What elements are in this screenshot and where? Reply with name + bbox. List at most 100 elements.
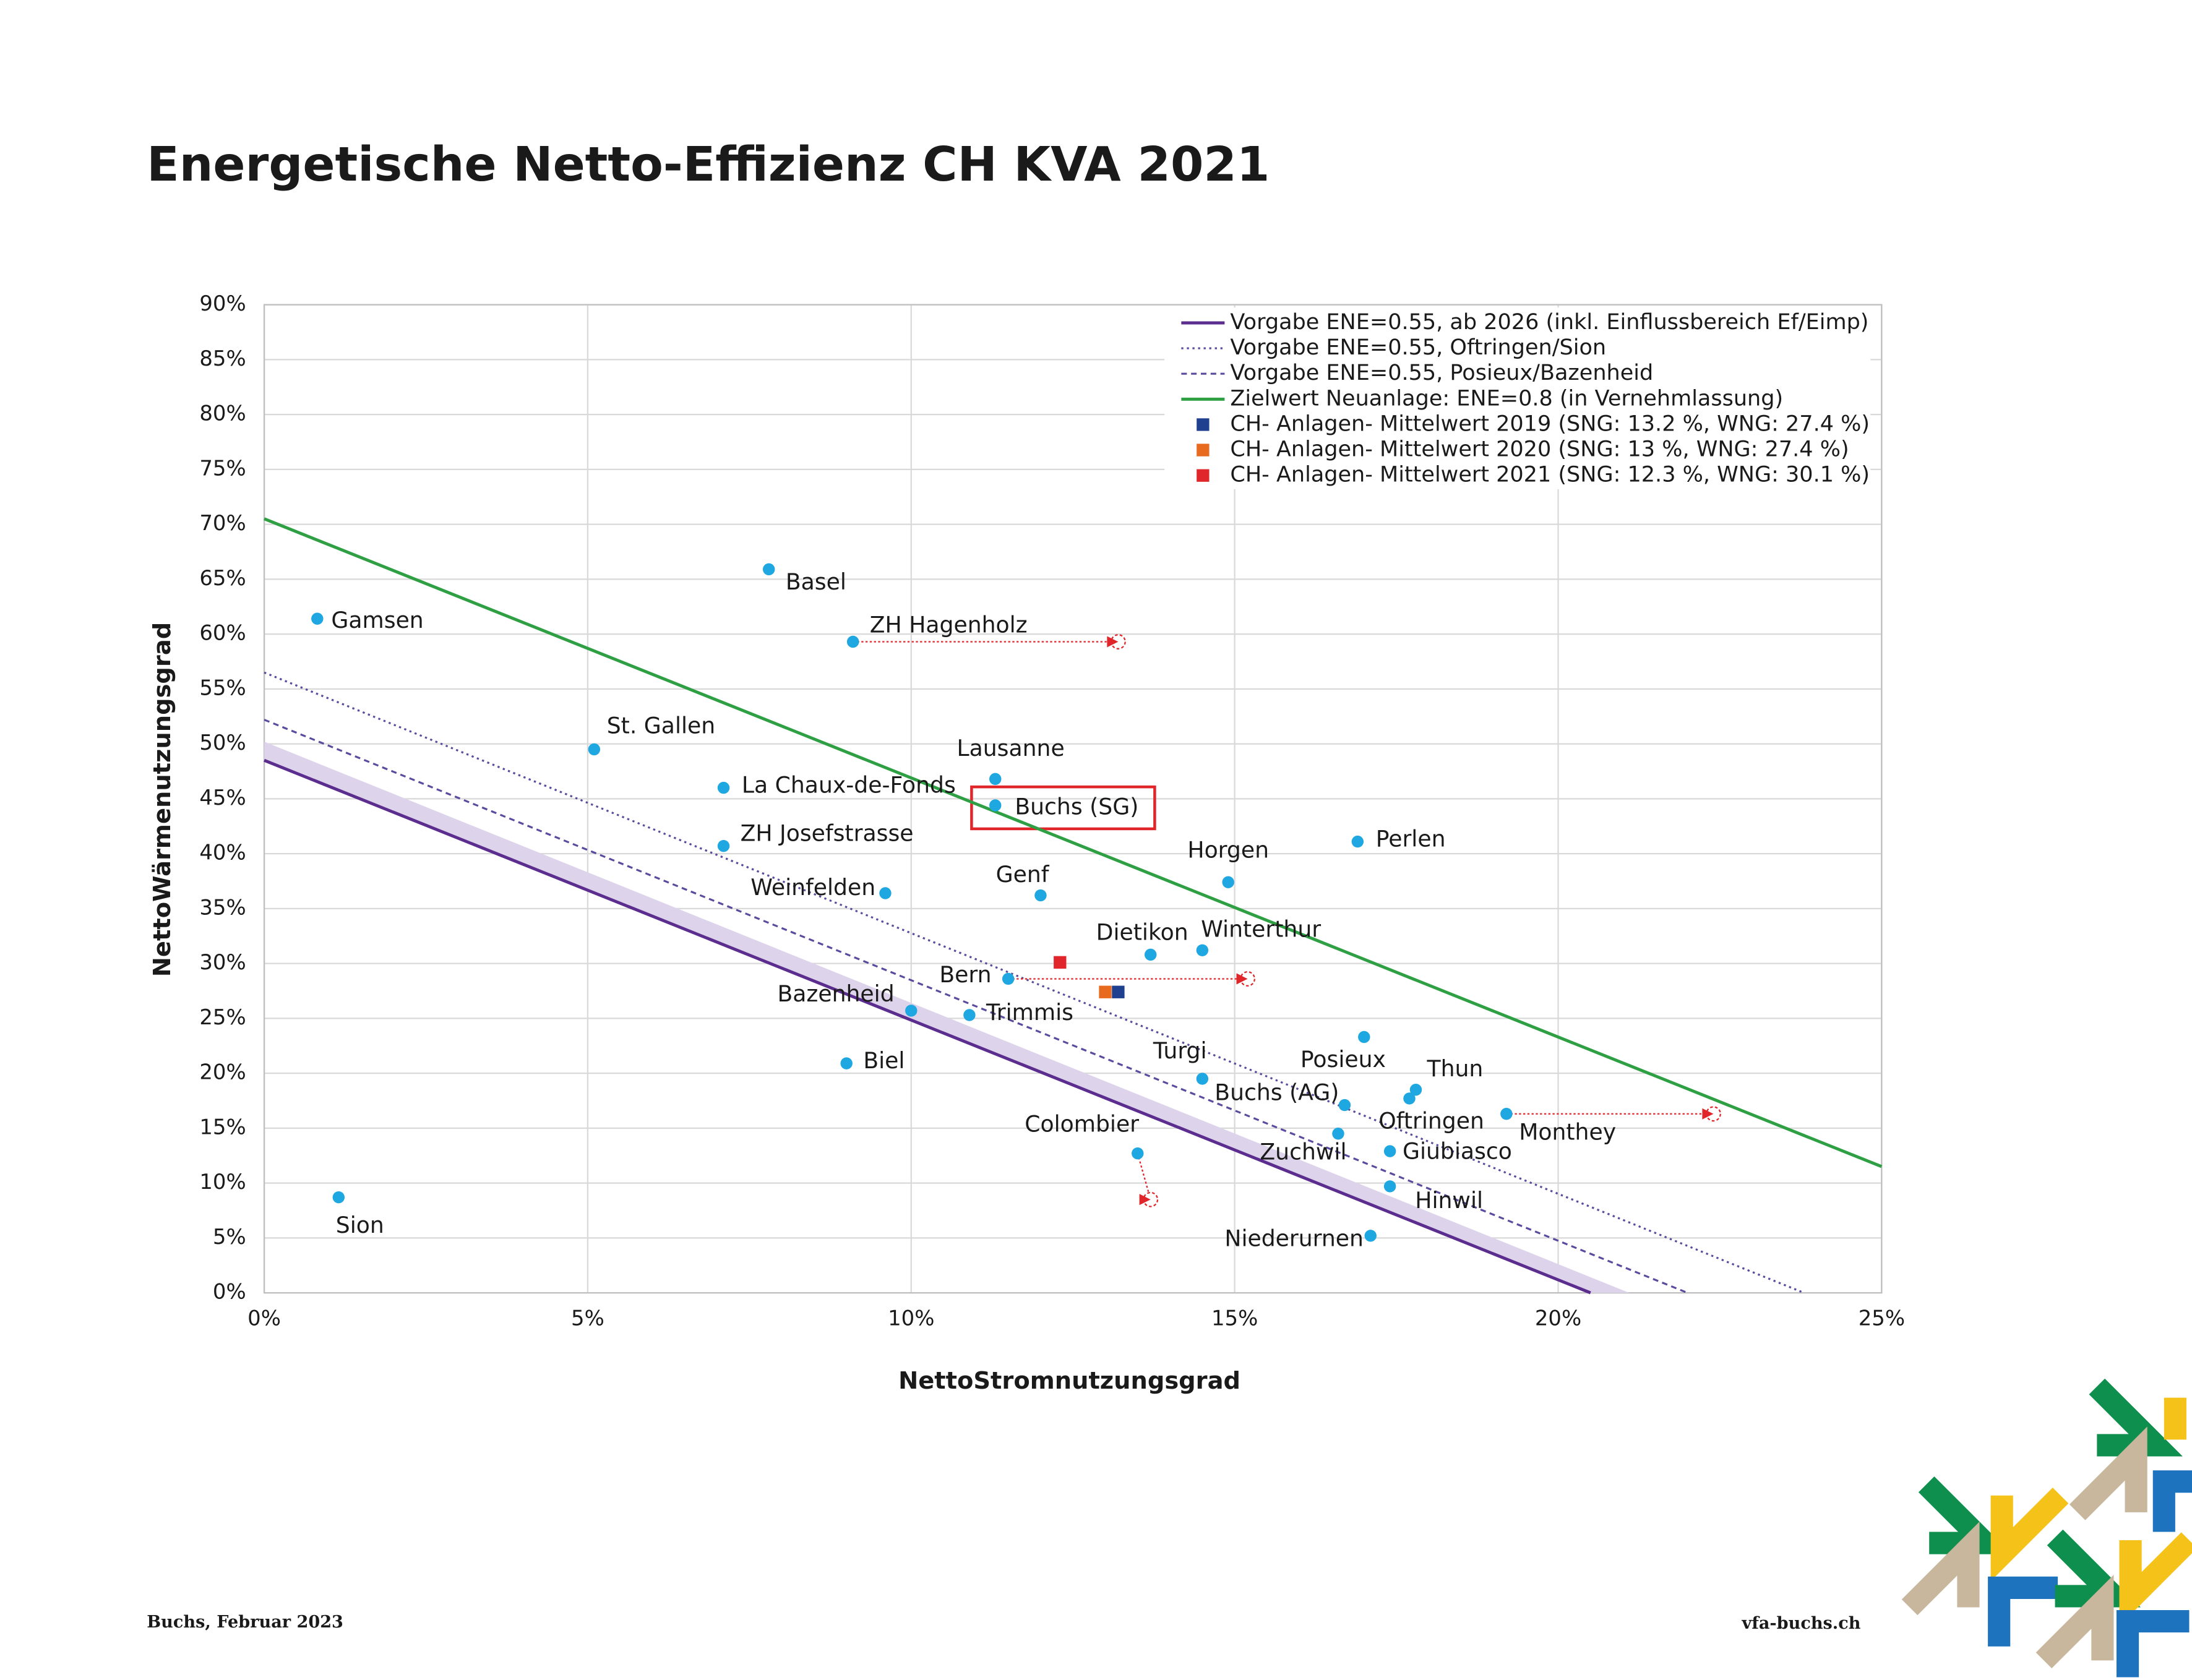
reference-line bbox=[264, 758, 1591, 1295]
legend-swatch bbox=[1197, 469, 1210, 482]
plant-label: Turgi bbox=[1153, 1037, 1207, 1064]
plant-label: Basel bbox=[786, 568, 846, 595]
mean-marker bbox=[1054, 956, 1067, 969]
mean-marker bbox=[1112, 985, 1125, 998]
plant-label: Monthey bbox=[1519, 1118, 1616, 1145]
plant-label: Buchs (AG) bbox=[1214, 1079, 1339, 1105]
plant-label: Niederurnen bbox=[1224, 1225, 1364, 1252]
plant-point bbox=[332, 1191, 345, 1204]
chart-title: Energetische Netto-Effizienz CH KVA 2021 bbox=[147, 137, 1270, 192]
y-tick-label: 85% bbox=[199, 346, 246, 371]
y-tick-label: 25% bbox=[199, 1005, 246, 1029]
legend-label: CH- Anlagen- Mittelwert 2020 (SNG: 13 %,… bbox=[1230, 437, 1849, 462]
plant-label: Gamsen bbox=[331, 607, 423, 633]
arrow-head bbox=[1139, 1194, 1151, 1206]
reference-line bbox=[264, 517, 1883, 1168]
plant-point bbox=[1403, 1092, 1416, 1105]
x-tick-label: 0% bbox=[247, 1306, 281, 1331]
x-tick-label: 25% bbox=[1859, 1306, 1905, 1331]
plant-label: Zuchwil bbox=[1260, 1138, 1346, 1165]
plant-point bbox=[1358, 1031, 1370, 1044]
plant-label: Bazenheid bbox=[777, 980, 894, 1007]
x-tick-label: 20% bbox=[1535, 1306, 1581, 1331]
x-tick-label: 5% bbox=[571, 1306, 604, 1331]
plant-point bbox=[989, 799, 1002, 812]
plant-point bbox=[1144, 948, 1157, 961]
plant-point bbox=[717, 781, 730, 794]
plant-point bbox=[1132, 1147, 1144, 1160]
plant-label: Genf bbox=[996, 861, 1050, 888]
legend-label: Vorgabe ENE=0.55, ab 2026 (inkl. Einflus… bbox=[1230, 309, 1868, 335]
plant-label: Oftringen bbox=[1378, 1107, 1484, 1134]
y-tick-label: 90% bbox=[199, 291, 246, 315]
plant-point bbox=[588, 743, 601, 756]
y-tick-label: 30% bbox=[199, 950, 246, 974]
plant-point bbox=[1196, 1073, 1209, 1085]
legend-swatch bbox=[1197, 418, 1210, 431]
y-tick-label: 65% bbox=[199, 566, 246, 590]
plant-label: ZH Josefstrasse bbox=[741, 820, 914, 847]
plant-label: Lausanne bbox=[956, 735, 1064, 761]
plant-label: Posieux bbox=[1300, 1046, 1386, 1073]
legend-label: Vorgabe ENE=0.55, Oftringen/Sion bbox=[1230, 335, 1606, 360]
plant-point bbox=[1034, 889, 1047, 902]
legend-swatch bbox=[1197, 444, 1210, 456]
y-tick-label: 40% bbox=[199, 841, 246, 865]
footer-left: Buchs, Februar 2023 bbox=[147, 1613, 343, 1632]
plant-label: Hinwil bbox=[1415, 1187, 1483, 1214]
y-tick-label: 10% bbox=[199, 1170, 246, 1194]
legend-label: Zielwert Neuanlage: ENE=0.8 (in Vernehml… bbox=[1230, 385, 1783, 411]
legend-label: Vorgabe ENE=0.55, Posieux/Bazenheid bbox=[1230, 360, 1653, 385]
plant-point bbox=[1409, 1084, 1422, 1096]
y-tick-label: 20% bbox=[199, 1060, 246, 1084]
plant-label: Thun bbox=[1427, 1055, 1484, 1082]
y-tick-label: 50% bbox=[199, 731, 246, 755]
y-tick-label: 5% bbox=[213, 1225, 246, 1249]
plant-point bbox=[1002, 972, 1015, 985]
reference-line bbox=[264, 719, 1688, 1294]
x-tick-label: 10% bbox=[888, 1306, 934, 1331]
legend-bg bbox=[1164, 307, 1871, 489]
y-tick-label: 70% bbox=[199, 511, 246, 535]
y-tick-label: 45% bbox=[199, 786, 246, 810]
plant-label: Dietikon bbox=[1096, 919, 1188, 946]
plant-label: Weinfelden bbox=[750, 874, 875, 901]
influence-band bbox=[264, 742, 1630, 1293]
plant-point bbox=[311, 612, 324, 625]
mean-marker bbox=[1099, 985, 1112, 998]
plant-point bbox=[1383, 1180, 1396, 1193]
plant-point bbox=[763, 563, 775, 576]
legend-label: CH- Anlagen- Mittelwert 2019 (SNG: 13.2 … bbox=[1230, 411, 1870, 436]
plant-label: Biel bbox=[863, 1047, 905, 1074]
plant-point bbox=[1351, 835, 1364, 848]
plant-label: Sion bbox=[336, 1212, 384, 1238]
y-tick-label: 75% bbox=[199, 456, 246, 480]
y-tick-label: 55% bbox=[199, 675, 246, 700]
plant-label: Giubiasco bbox=[1403, 1138, 1512, 1164]
x-tick-label: 15% bbox=[1211, 1306, 1258, 1331]
plant-label: ZH Hagenholz bbox=[870, 612, 1028, 638]
plant-point bbox=[905, 1005, 918, 1017]
y-tick-label: 15% bbox=[199, 1115, 246, 1139]
arrow-head bbox=[1702, 1108, 1714, 1120]
y-tick-label: 80% bbox=[199, 401, 246, 426]
plant-label: Colombier bbox=[1025, 1110, 1139, 1137]
highlight-box bbox=[970, 785, 1156, 831]
plant-label: Trimmis bbox=[986, 999, 1073, 1026]
plant-point bbox=[717, 839, 730, 852]
plant-label: Winterthur bbox=[1201, 916, 1321, 943]
plot-frame bbox=[263, 304, 1883, 1294]
logo bbox=[1901, 1378, 2192, 1678]
plant-point bbox=[1196, 944, 1209, 957]
plant-point bbox=[1364, 1230, 1377, 1242]
y-tick-label: 0% bbox=[213, 1280, 246, 1304]
plant-point bbox=[1500, 1108, 1513, 1120]
y-tick-label: 35% bbox=[199, 895, 246, 919]
reference-line bbox=[264, 671, 1805, 1294]
plant-point bbox=[989, 773, 1002, 786]
legend-label: CH- Anlagen- Mittelwert 2021 (SNG: 12.3 … bbox=[1230, 462, 1870, 487]
arrow-head bbox=[1107, 636, 1119, 648]
plant-point bbox=[1338, 1099, 1351, 1112]
